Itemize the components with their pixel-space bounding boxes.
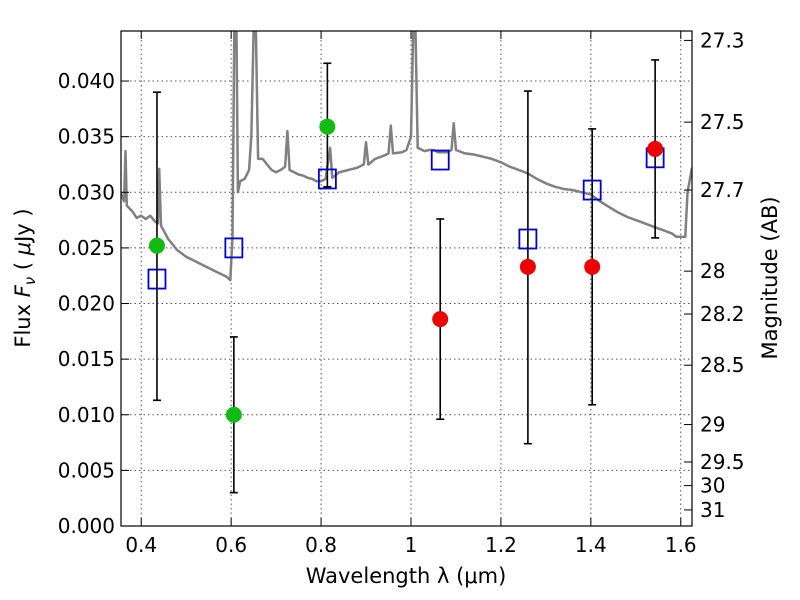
y-tick-label: 0.010 xyxy=(58,403,115,427)
x-tick-label: 1 xyxy=(405,533,418,557)
model-spectrum-line xyxy=(121,31,692,282)
x-tick-label: 0.8 xyxy=(305,533,337,557)
y-axis-title: Flux Fν ( μJy ) xyxy=(11,208,39,347)
x-tick-label: 0.4 xyxy=(125,533,157,557)
y-tick-label: 0.040 xyxy=(58,69,115,93)
x-axis-title: Wavelength λ (μm) xyxy=(306,564,507,588)
y-tick-label: 0.035 xyxy=(58,125,115,149)
green-data-point xyxy=(148,237,165,254)
right-tick-label: 27.5 xyxy=(700,110,745,134)
red-data-point xyxy=(519,258,536,275)
green-points xyxy=(148,118,336,423)
y-tick-label: 0.000 xyxy=(58,514,115,538)
plot-frame xyxy=(120,30,693,527)
right-tick-label: 28 xyxy=(700,259,725,283)
right-tick-label: 27.3 xyxy=(700,28,745,52)
y-tick-labels: 0.000 0.005 0.010 0.015 0.020 0.025 0.030 0.035… xyxy=(58,69,115,538)
right-tick-label: 31 xyxy=(700,498,725,522)
red-data-point xyxy=(647,140,664,157)
model-point xyxy=(518,228,538,250)
model-point xyxy=(147,268,167,290)
y-tick-label: 0.015 xyxy=(58,347,115,371)
model-point xyxy=(582,179,602,201)
axis-ticks xyxy=(121,31,692,527)
right-tick-label: 27.7 xyxy=(700,178,745,202)
y-tick-label: 0.005 xyxy=(58,458,115,482)
model-spectrum-layer xyxy=(121,31,692,282)
right-axis-title: Magnitude (AB) xyxy=(758,196,782,359)
red-data-point xyxy=(432,311,449,328)
y-tick-label: 0.020 xyxy=(58,292,115,316)
plot-background xyxy=(121,31,692,526)
model-point xyxy=(317,168,337,190)
red-data-point xyxy=(584,258,601,275)
x-tick-label: 0.6 xyxy=(215,533,247,557)
y-tick-label: 0.025 xyxy=(58,236,115,260)
model-point xyxy=(224,237,244,259)
x-tick-label: 1.6 xyxy=(665,533,697,557)
x-tick-label: 1.2 xyxy=(485,533,517,557)
model-points xyxy=(147,147,665,290)
red-points xyxy=(432,140,664,328)
right-tick-label: 28.2 xyxy=(700,302,745,326)
right-tick-label: 30 xyxy=(700,474,725,498)
right-tick-label: 29.5 xyxy=(700,450,745,474)
x-tick-labels: 0.4 0.6 0.8 1 1.2 1.4 1.6 xyxy=(125,533,696,557)
right-tick-label: 29 xyxy=(700,413,725,437)
green-data-point xyxy=(319,118,336,135)
right-tick-label: 28.5 xyxy=(700,353,745,377)
model-point xyxy=(430,149,450,171)
green-data-point xyxy=(225,406,242,423)
x-tick-label: 1.4 xyxy=(575,533,607,557)
y-tick-label: 0.030 xyxy=(58,180,115,204)
